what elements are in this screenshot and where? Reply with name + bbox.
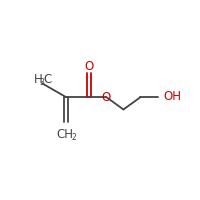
Text: 3: 3 bbox=[39, 78, 44, 87]
Text: O: O bbox=[102, 91, 111, 104]
Text: H: H bbox=[34, 73, 42, 86]
Text: C: C bbox=[44, 73, 52, 86]
Text: OH: OH bbox=[164, 90, 182, 103]
Text: O: O bbox=[85, 60, 94, 73]
Text: CH: CH bbox=[56, 128, 73, 141]
Text: 2: 2 bbox=[71, 133, 76, 142]
